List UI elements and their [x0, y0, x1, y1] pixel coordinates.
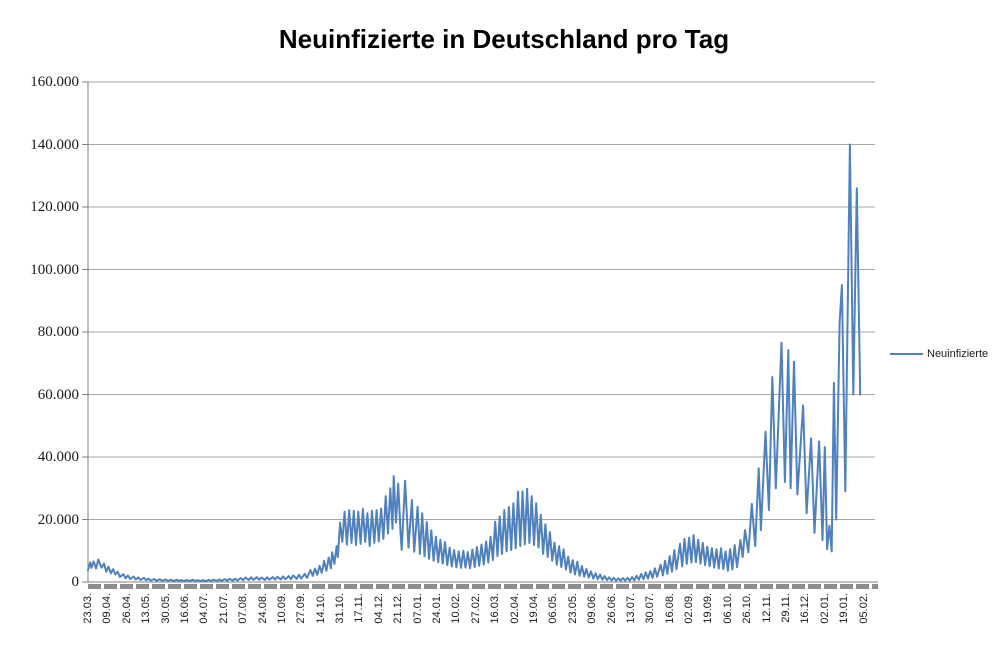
x-axis-tick-label: 26.10. [741, 593, 754, 624]
y-axis-tick-label: 120.000 [30, 199, 79, 215]
legend: Neuinfizierte [890, 348, 988, 360]
x-axis-tick-label: 31.10. [334, 593, 347, 624]
x-axis-tick-label: 16.06. [178, 593, 191, 624]
y-axis-tick-label: 60.000 [37, 386, 79, 403]
x-axis-tick-label: 04.12. [372, 593, 385, 624]
x-axis-tick-label: 09.06. [586, 593, 599, 624]
x-axis-tick-label: 06.10. [721, 593, 734, 624]
x-axis-tick-label: 21.12. [392, 593, 405, 624]
y-axis-tick-label: 80.000 [37, 324, 79, 340]
x-axis-tick-label: 23.05. [566, 593, 579, 624]
y-axis-tick-label: 160.000 [30, 74, 79, 90]
x-axis-tick-label: 13.05. [140, 593, 153, 624]
x-axis-tick-label: 06.05. [547, 593, 560, 624]
x-axis-tick-label: 17.11. [353, 593, 366, 623]
x-axis-tick-label: 27.02. [469, 593, 482, 624]
y-axis-tick-label: 140.000 [30, 136, 79, 153]
x-axis-tick-label: 23.03. [82, 593, 94, 624]
x-axis-tick-label: 16.08. [663, 593, 676, 624]
x-axis-tick-label: 30.07. [644, 593, 657, 624]
y-axis-tick-label: 100.000 [30, 261, 79, 278]
x-axis-tick-label: 27.09. [295, 593, 308, 624]
x-axis-tick-label: 19.04. [527, 593, 540, 624]
x-axis-tick-label: 21.07. [217, 593, 230, 624]
x-axis-tick-label: 29.11. [780, 593, 793, 623]
y-axis-tick-label: 40.000 [37, 449, 79, 465]
x-axis-tick-label: 30.05. [159, 593, 172, 624]
series-line-neuinfizierte [87, 143, 862, 583]
x-axis-tick-label: 04.07. [198, 593, 211, 624]
x-axis-tick-label: 02.01. [818, 593, 831, 624]
legend-label: Neuinfizierte [927, 348, 989, 360]
x-axis-tick-label: 19.01. [838, 593, 851, 624]
x-axis-tick-label: 05.02. [857, 593, 870, 624]
legend-line-swatch [890, 353, 923, 355]
x-axis-tick-label: 24.08. [256, 593, 269, 624]
x-axis-tick-label: 10.02. [450, 593, 463, 624]
x-axis-tick-label: 12.11. [760, 593, 773, 623]
x-axis-tick-label: 16.12. [799, 593, 812, 624]
x-axis-tick-label: 26.04. [120, 593, 133, 624]
x-axis-tick-label: 10.09. [275, 593, 288, 624]
x-axis-tick-label: 14.10. [314, 593, 327, 624]
y-axis-tick-label: 20.000 [37, 511, 79, 528]
x-axis-tick-label: 24.01. [431, 593, 444, 624]
x-axis-tick-label: 09.04. [101, 593, 114, 624]
x-axis-tick-label: 16.03. [489, 593, 502, 624]
x-axis-tick-label: 02.09. [683, 593, 696, 624]
x-axis-tick-label: 07.08. [237, 593, 250, 624]
x-axis-tick-label: 02.04. [508, 593, 521, 624]
x-axis-tick-label: 26.06. [605, 593, 618, 624]
x-axis-tick-label: 13.07. [624, 593, 637, 624]
x-axis-tick-label: 07.01. [411, 593, 424, 624]
chart-title: Neuinfizierte in Deutschland pro Tag [278, 24, 730, 54]
x-axis-tick-label: 19.09. [702, 593, 715, 624]
y-axis-tick-label: 0 [71, 574, 80, 590]
